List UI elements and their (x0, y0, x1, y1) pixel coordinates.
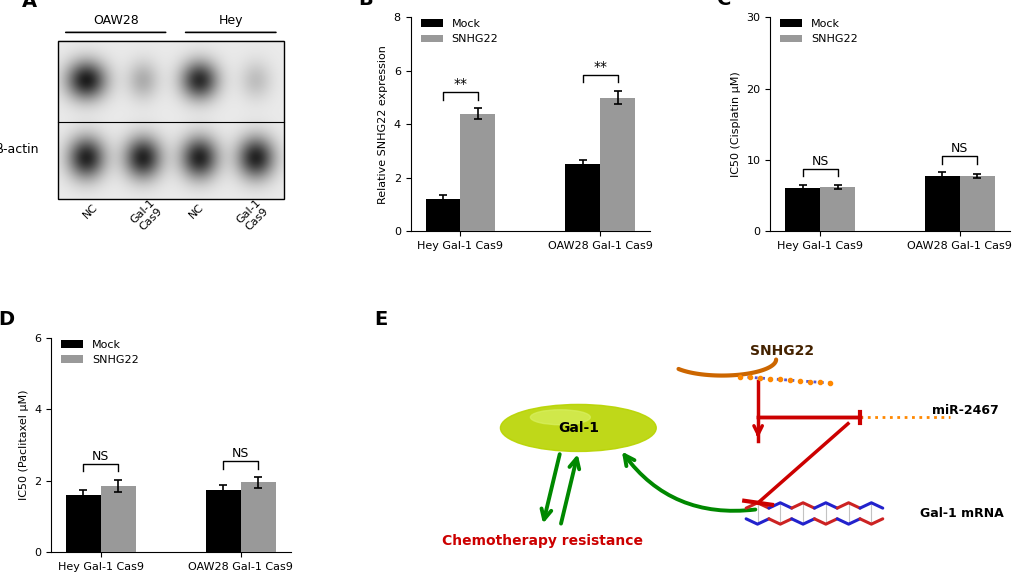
Text: OAW28: OAW28 (93, 14, 139, 27)
Text: B: B (358, 0, 372, 9)
Legend: Mock, SNHG22: Mock, SNHG22 (774, 15, 861, 49)
Text: SNHG22: SNHG22 (749, 344, 813, 358)
Text: NS: NS (810, 155, 827, 168)
Ellipse shape (530, 410, 590, 425)
Text: miR-2467: miR-2467 (931, 404, 998, 417)
Bar (206, 490, 240, 552)
Bar (425, 199, 460, 231)
Text: A: A (22, 0, 38, 10)
Text: Gal-1 mRNA: Gal-1 mRNA (919, 507, 1003, 520)
Ellipse shape (500, 404, 655, 451)
Y-axis label: Relative SNHG22 expression: Relative SNHG22 expression (378, 45, 388, 204)
Bar (785, 188, 819, 231)
Bar (959, 175, 994, 231)
Text: Gal-1
Cas9: Gal-1 Cas9 (234, 197, 271, 234)
Text: Gal-1: Gal-1 (557, 421, 598, 435)
Text: NC: NC (186, 202, 205, 221)
Text: Chemotherapy resistance: Chemotherapy resistance (441, 535, 642, 548)
Bar (819, 187, 854, 231)
Text: E: E (374, 310, 387, 329)
Legend: Mock, SNHG22: Mock, SNHG22 (416, 15, 502, 49)
Text: NS: NS (951, 142, 968, 155)
Text: C: C (716, 0, 731, 9)
Text: β-actin: β-actin (0, 144, 39, 156)
Legend: Mock, SNHG22: Mock, SNHG22 (56, 335, 143, 370)
Bar (460, 114, 495, 231)
Bar (240, 482, 275, 552)
Y-axis label: IC50 (Paclitaxel μM): IC50 (Paclitaxel μM) (18, 390, 29, 500)
Bar (924, 175, 959, 231)
Bar (565, 164, 600, 231)
Text: NC: NC (82, 202, 100, 221)
Text: Hey: Hey (218, 14, 243, 27)
Y-axis label: IC50 (Cisplatin μM): IC50 (Cisplatin μM) (730, 71, 740, 177)
Text: D: D (0, 310, 14, 329)
Text: Gal-1
Cas9: Gal-1 Cas9 (129, 197, 165, 234)
Text: NS: NS (92, 450, 109, 462)
Text: **: ** (593, 60, 606, 74)
Text: **: ** (453, 77, 467, 91)
Bar (600, 98, 635, 231)
Bar (58, 41, 283, 199)
Text: NS: NS (232, 447, 250, 460)
Bar (101, 486, 136, 552)
Bar (66, 495, 101, 552)
